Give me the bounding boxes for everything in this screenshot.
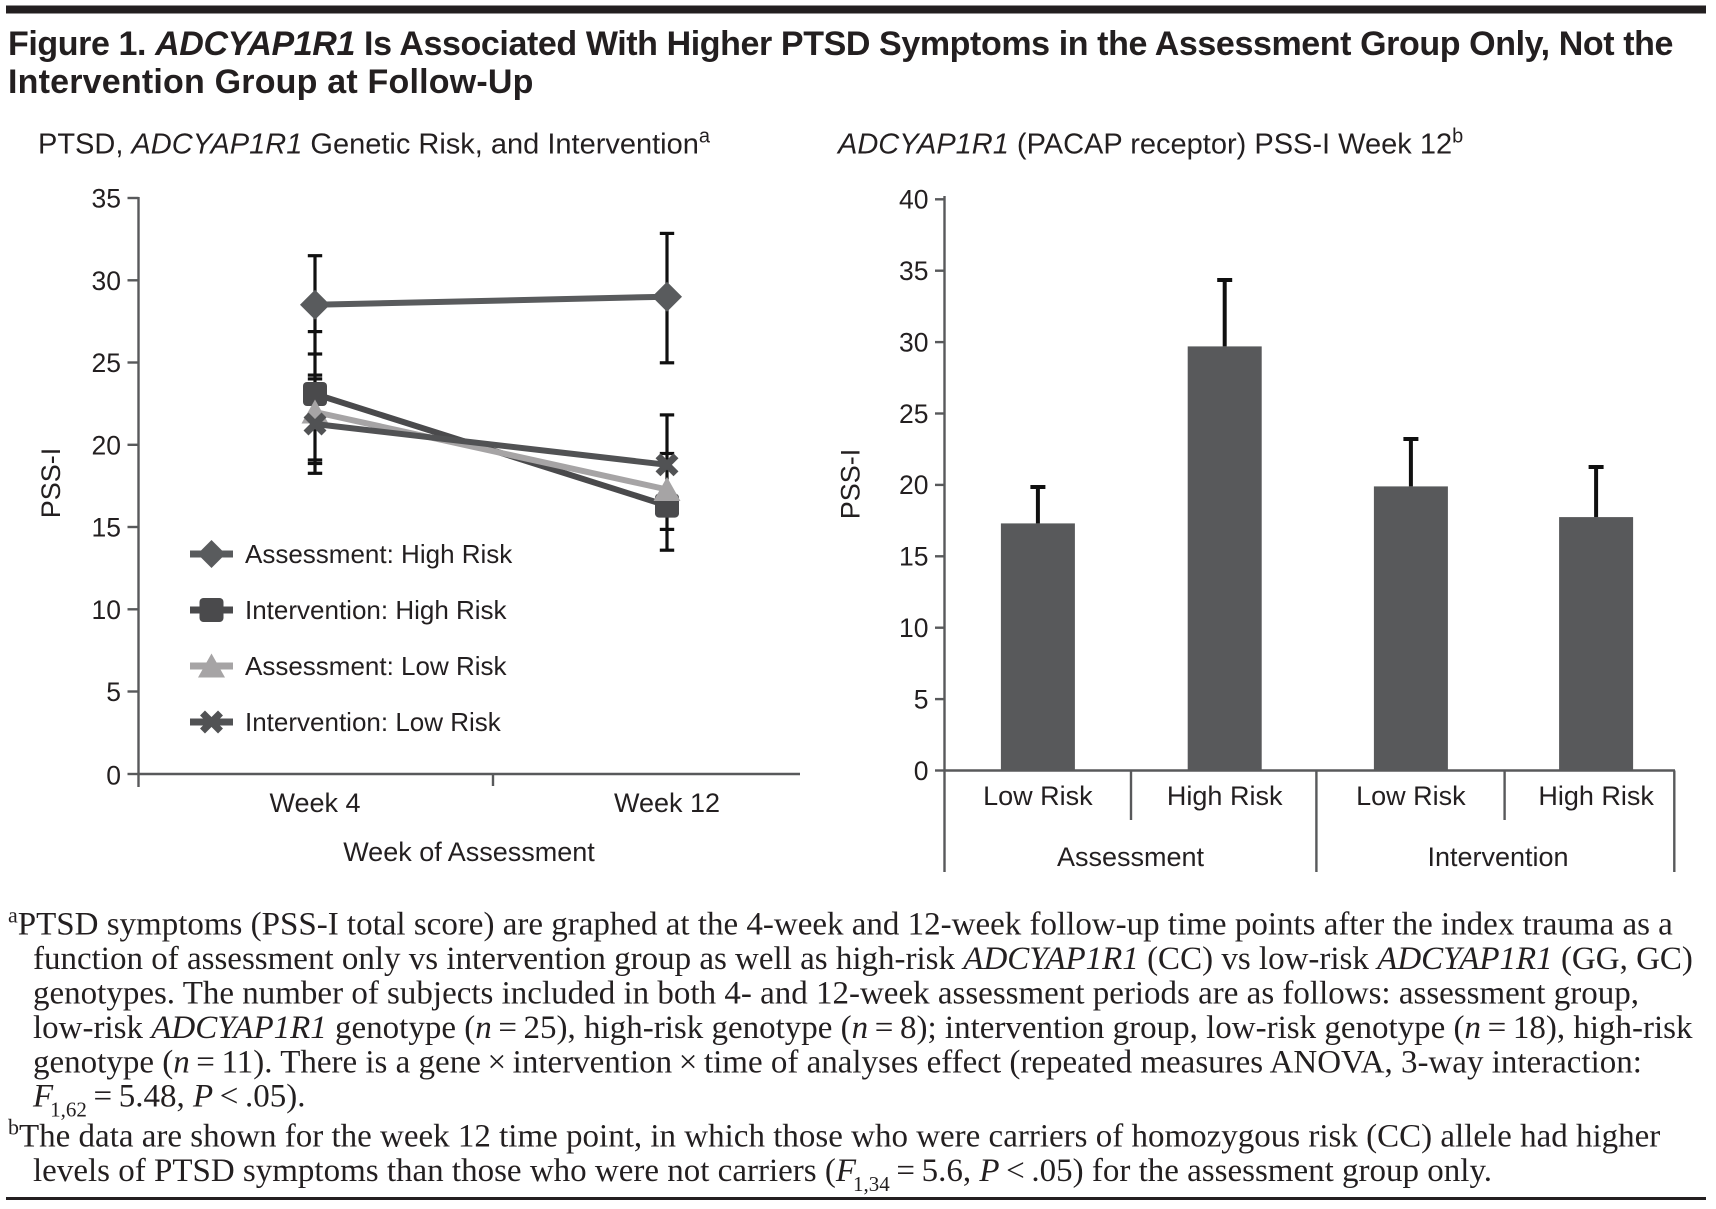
svg-text:bThe data are shown for the we: bThe data are shown for the week 12 time…: [8, 1114, 1660, 1154]
svg-text:Week 4: Week 4: [269, 788, 360, 818]
svg-text:High Risk: High Risk: [1538, 781, 1654, 811]
svg-text:10: 10: [92, 595, 121, 625]
svg-text:15: 15: [899, 542, 928, 572]
svg-text:40: 40: [899, 185, 928, 215]
svg-text:5: 5: [106, 677, 121, 707]
svg-text:Intervention: Low Risk: Intervention: Low Risk: [245, 707, 502, 737]
svg-text:Low Risk: Low Risk: [1356, 781, 1466, 811]
svg-text:0: 0: [914, 756, 929, 786]
svg-text:Intervention: High Risk: Intervention: High Risk: [245, 595, 508, 625]
svg-text:0: 0: [106, 761, 121, 791]
svg-text:PTSD, ADCYAP1R1 Genetic Risk,: PTSD, ADCYAP1R1 Genetic Risk, and Interv…: [38, 126, 711, 161]
svg-text:30: 30: [92, 266, 121, 296]
svg-text:F1,62 = 5.48, P < .05).: F1,62 = 5.48, P < .05).: [32, 1079, 306, 1122]
svg-text:Week 12: Week 12: [614, 788, 720, 818]
svg-text:PSS-I: PSS-I: [836, 449, 866, 520]
svg-text:5: 5: [914, 684, 929, 714]
svg-text:Assessment: Low Risk: Assessment: Low Risk: [245, 651, 508, 681]
svg-text:Low Risk: Low Risk: [983, 781, 1093, 811]
svg-text:Intervention Group at Follow-U: Intervention Group at Follow-Up: [8, 63, 534, 101]
svg-text:10: 10: [899, 613, 928, 643]
svg-text:aPTSD symptoms (PSS-I total sc: aPTSD symptoms (PSS-I total score) are g…: [8, 903, 1673, 943]
svg-text:genotypes. The number of subje: genotypes. The number of subjects includ…: [33, 976, 1639, 1012]
svg-text:levels of PTSD symptoms than t: levels of PTSD symptoms than those who w…: [33, 1153, 1492, 1196]
svg-text:15: 15: [92, 513, 121, 543]
svg-text:35: 35: [92, 184, 121, 214]
svg-text:Assessment: High Risk: Assessment: High Risk: [245, 539, 513, 569]
svg-text:25: 25: [899, 399, 928, 429]
svg-text:genotype (n = 11). There is a: genotype (n = 11). There is a gene × int…: [33, 1044, 1642, 1080]
svg-text:PSS-I: PSS-I: [36, 448, 66, 519]
svg-text:Week of Assessment: Week of Assessment: [343, 837, 595, 867]
svg-text:Assessment: Assessment: [1057, 842, 1205, 872]
svg-text:function of assessment only vs: function of assessment only vs intervent…: [33, 941, 1693, 977]
svg-text:low-risk ADCYAP1R1 genotype (n: low-risk ADCYAP1R1 genotype (n = 25), hi…: [33, 1010, 1693, 1046]
svg-text:Figure 1. ADCYAP1R1 Is Associa: Figure 1. ADCYAP1R1 Is Associated With H…: [8, 25, 1673, 63]
svg-text:High Risk: High Risk: [1167, 781, 1283, 811]
svg-text:25: 25: [92, 348, 121, 378]
svg-text:30: 30: [899, 327, 928, 357]
svg-text:20: 20: [899, 470, 928, 500]
svg-text:35: 35: [899, 256, 928, 286]
svg-text:ADCYAP1R1 (PACAP receptor) PSS: ADCYAP1R1 (PACAP receptor) PSS-I Week 12…: [836, 126, 1463, 161]
svg-text:20: 20: [92, 430, 121, 460]
svg-text:Intervention: Intervention: [1427, 842, 1568, 872]
